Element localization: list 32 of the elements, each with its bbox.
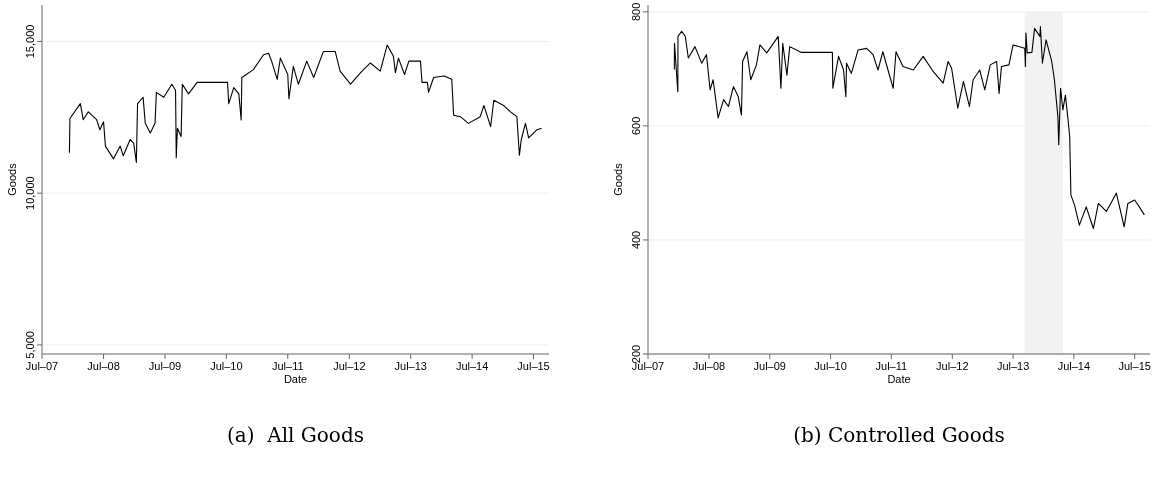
- y-tick-label: 15,000: [24, 24, 36, 59]
- x-tick-label: Jul–12: [936, 360, 969, 372]
- x-tick-label: Jul–09: [753, 360, 786, 372]
- x-axis-title: Date: [887, 373, 911, 385]
- x-axis-title: Date: [283, 373, 308, 385]
- x-tick-label: Jul–11: [271, 360, 304, 372]
- x-tick-label: Jul–11: [875, 360, 908, 372]
- text: (a) All Goods: [227, 423, 364, 447]
- x-tick-label: Jul–08: [692, 360, 726, 372]
- x-tick-label: Jul–08: [87, 360, 120, 372]
- y-tick-label: 600: [630, 116, 642, 136]
- x-tick-label: Jul–12: [333, 360, 366, 372]
- x-tick-label: Jul–15: [1118, 360, 1151, 372]
- line-series: [68, 44, 543, 164]
- y-axis-title: Goods: [6, 162, 18, 196]
- x-tick-label: Jul–13: [996, 360, 1030, 372]
- x-tick-label: Jul–13: [394, 360, 427, 372]
- text: (b) Controlled Goods: [793, 423, 1005, 447]
- x-tick-label: Jul–07: [25, 360, 59, 372]
- y-tick-label: 10,000: [24, 176, 36, 210]
- x-tick-label: Jul–10: [210, 360, 243, 372]
- line-series: [673, 26, 1145, 230]
- y-tick-label: 800: [630, 2, 642, 22]
- y-axis-title: Goods: [612, 162, 624, 196]
- y-tick-label: 5,000: [24, 331, 36, 359]
- x-tick-label: Jul–15: [517, 360, 550, 372]
- y-tick-label: 200: [630, 344, 642, 364]
- x-tick-label: Jul–09: [148, 360, 182, 372]
- x-tick-label: Jul–14: [1057, 360, 1091, 372]
- x-tick-label: Jul–10: [814, 360, 847, 372]
- y-tick-label: 400: [630, 230, 642, 250]
- x-tick-label: Jul–14: [455, 360, 489, 372]
